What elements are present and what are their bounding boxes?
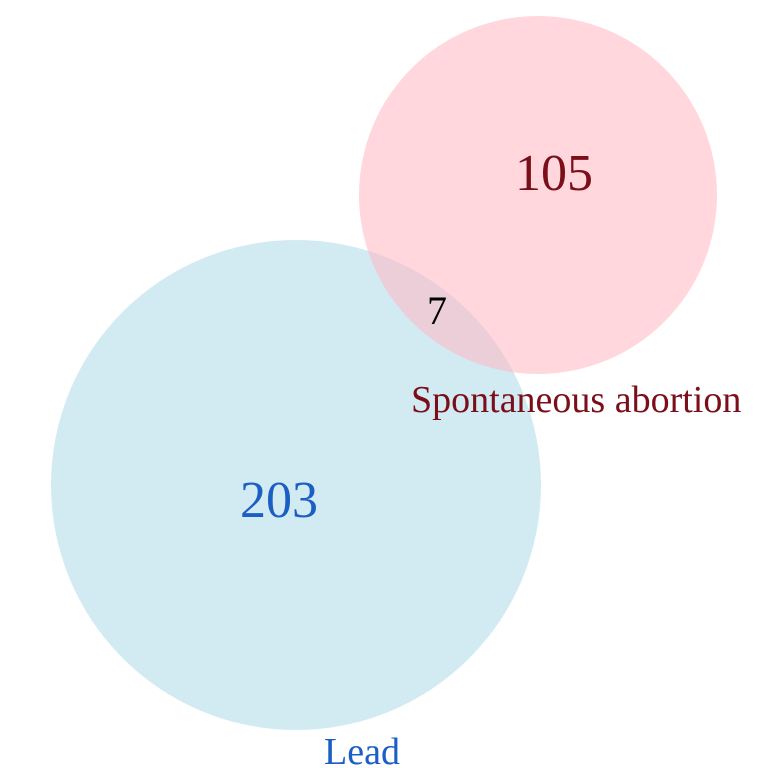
lead-set-label: Lead (324, 731, 400, 768)
spontaneous-abortion-set-label: Spontaneous abortion (411, 379, 741, 421)
spontaneous-abortion-only-count: 105 (515, 145, 593, 202)
intersection-count: 7 (427, 288, 447, 333)
lead-only-count: 203 (240, 472, 318, 529)
spontaneous-abortion-set-circle (359, 16, 717, 374)
lead-set-circle (51, 240, 541, 730)
